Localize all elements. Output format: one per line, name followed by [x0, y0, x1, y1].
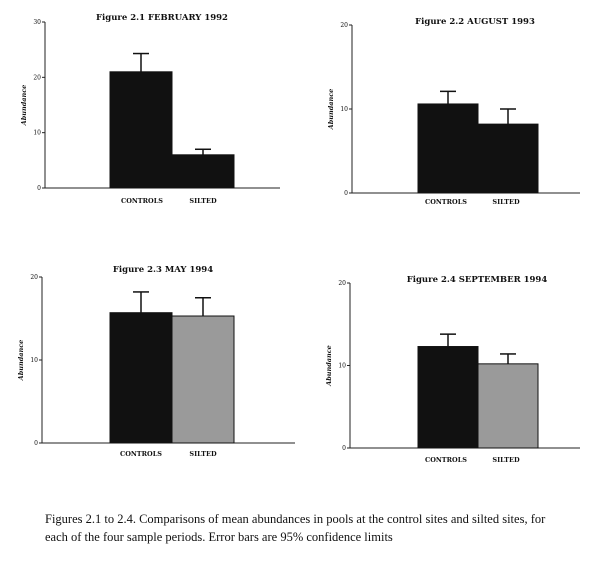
- figure-caption: Figures 2.1 to 2.4. Comparisons of mean …: [45, 512, 546, 544]
- category-label-controls: CONTROLS: [425, 198, 467, 206]
- bar-controls: [109, 71, 173, 189]
- y-axis-label: Abundance: [325, 345, 333, 387]
- y-axis-label: Abundance: [20, 85, 28, 127]
- category-label-controls: CONTROLS: [121, 197, 163, 205]
- bar-silted: [171, 315, 235, 444]
- bar-silted: [171, 154, 235, 189]
- y-tick-label: 30: [33, 19, 41, 26]
- y-tick-label: 20: [30, 274, 38, 281]
- chart-panel-2: Figure 2.2 AUGUST 1993 0 10 20 Abundance CONT…: [327, 17, 580, 206]
- bar-silted: [477, 363, 539, 449]
- y-axis-label: Abundance: [17, 340, 25, 382]
- category-label-silted: SILTED: [189, 197, 217, 205]
- y-axis-label: Abundance: [327, 89, 335, 131]
- bar-controls: [109, 312, 173, 444]
- y-tick-label: 0: [34, 440, 38, 447]
- y-tick-label: 10: [338, 363, 346, 370]
- y-tick-label: 0: [344, 190, 348, 197]
- category-label-controls: CONTROLS: [425, 456, 467, 464]
- bar-silted: [477, 123, 539, 194]
- y-tick-label: 0: [342, 445, 346, 452]
- chart-title: Figure 2.1 FEBRUARY 1992: [96, 13, 228, 23]
- chart-title: Figure 2.4 SEPTEMBER 1994: [407, 275, 548, 285]
- y-tick-label: 10: [30, 357, 38, 364]
- chart-title: Figure 2.2 AUGUST 1993: [415, 17, 535, 27]
- chart-panel-3: Figure 2.3 MAY 1994 0 10 20 Abundance CONTROL…: [17, 265, 295, 458]
- figure-panels: Figure 2.1 FEBRUARY 1992 0 10 20 30 Abundance…: [17, 13, 580, 464]
- y-tick-label: 20: [33, 74, 41, 81]
- y-tick-label: 10: [340, 106, 348, 113]
- chart-panel-4: Figure 2.4 SEPTEMBER 1994 0 10 20 Abundance C…: [325, 275, 580, 464]
- y-tick-label: 0: [37, 185, 41, 192]
- chart-panel-1: Figure 2.1 FEBRUARY 1992 0 10 20 30 Abundance…: [20, 13, 280, 205]
- category-label-silted: SILTED: [492, 198, 520, 206]
- bar-controls: [417, 346, 479, 449]
- category-label-silted: SILTED: [189, 450, 217, 458]
- bar-controls: [417, 103, 479, 194]
- y-tick-label: 20: [338, 280, 346, 287]
- chart-title: Figure 2.3 MAY 1994: [113, 265, 213, 275]
- y-tick-label: 20: [340, 22, 348, 29]
- category-label-silted: SILTED: [492, 456, 520, 464]
- category-label-controls: CONTROLS: [120, 450, 162, 458]
- y-tick-label: 10: [33, 130, 41, 137]
